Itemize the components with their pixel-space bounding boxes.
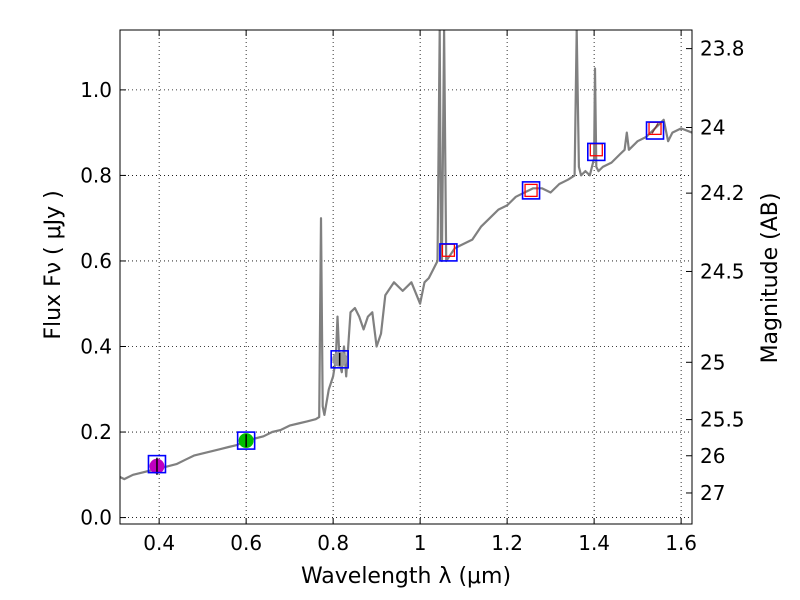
model-flux-box	[439, 243, 458, 262]
y-tick-label: 0.8	[80, 163, 112, 187]
magnitude-tick-label: 24.2	[700, 181, 745, 205]
model-flux-box	[236, 431, 256, 450]
photometry-point	[587, 142, 606, 162]
grid-lines	[120, 30, 692, 524]
photometry-point	[236, 431, 256, 450]
magnitude-tick-label: 25.5	[700, 408, 745, 432]
magnitude-tick-label: 24	[700, 116, 725, 140]
x-tick-label: 1.2	[491, 531, 523, 555]
x-tick-label: 1	[414, 531, 427, 555]
photometry-point	[645, 121, 665, 140]
x-tick-label: 0.4	[143, 531, 175, 555]
photometry-layer	[147, 121, 665, 475]
photometry-point	[439, 243, 458, 262]
model-flux-box	[587, 142, 606, 162]
y-tick-label: 1.0	[80, 78, 112, 102]
y-axis-ticks: 0.0 0.2 0.4 0.6 0.8 1.0	[80, 78, 126, 530]
magnitude-tick-label: 26	[700, 444, 725, 468]
error-bar	[651, 122, 659, 134]
model-flux-box	[645, 121, 665, 140]
magnitude-tick-label: 23.8	[700, 37, 745, 61]
x-tick-label: 0.6	[230, 531, 262, 555]
x-axis-ticks: 0.4 0.6 0.8 1 1.2 1.4 1.6	[143, 30, 697, 555]
magnitude-tick-label: 27	[700, 481, 725, 505]
y-tick-label: 0.4	[80, 335, 112, 359]
y-tick-label: 0.6	[80, 249, 112, 273]
photometry-point	[147, 454, 167, 475]
plot-frame	[119, 29, 693, 525]
observed-flux-marker	[524, 183, 538, 198]
y-axis-label: Flux Fν ( μJy )	[41, 190, 66, 339]
x-tick-label: 1.6	[665, 531, 697, 555]
magnitude-tick-label: 24.5	[700, 259, 745, 283]
x-tick-label: 0.8	[317, 531, 349, 555]
model-flux-box	[147, 454, 167, 474]
magnitude-tick-label: 25	[700, 350, 725, 374]
x-tick-label: 1.4	[578, 531, 610, 555]
x-axis-label: Wavelength λ (μm)	[301, 564, 511, 589]
magnitude-axis-ticks: 23.8 24 24.2 24.5 25 25.5 26 27	[686, 37, 745, 505]
y-tick-label: 0.0	[80, 506, 112, 530]
model-flux-box	[330, 350, 349, 369]
photometry-point	[521, 181, 541, 200]
magnitude-axis-label: Magnitude (AB)	[758, 193, 783, 364]
y-tick-label: 0.2	[80, 420, 112, 444]
photometry-point	[330, 350, 349, 369]
model-flux-box	[521, 181, 541, 200]
